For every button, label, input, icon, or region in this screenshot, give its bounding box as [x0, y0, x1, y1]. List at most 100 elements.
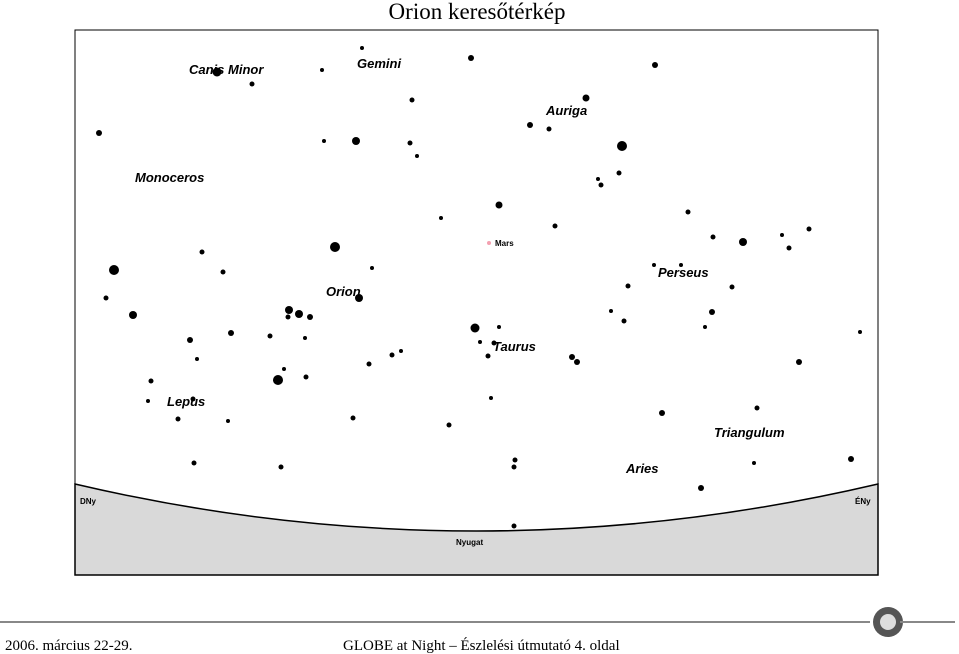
- logo-center: [880, 614, 896, 630]
- star: [415, 154, 419, 158]
- star: [739, 238, 747, 246]
- star: [858, 330, 862, 334]
- star: [848, 456, 854, 462]
- star: [621, 318, 627, 324]
- direction-label: ÉNy: [855, 497, 871, 506]
- star: [806, 226, 812, 232]
- star: [285, 314, 291, 320]
- constellation-label: Aries: [625, 461, 659, 476]
- constellation-label: Perseus: [658, 265, 709, 280]
- star: [468, 55, 474, 61]
- constellation-label: Gemini: [357, 56, 401, 71]
- constellation-label: Triangulum: [714, 425, 785, 440]
- star: [679, 263, 683, 267]
- star: [148, 378, 154, 384]
- star: [709, 309, 715, 315]
- star: [407, 140, 413, 146]
- star: [698, 485, 704, 491]
- star: [512, 457, 518, 463]
- star: [546, 126, 552, 132]
- star-map: Canis Minor Gemini Auriga Monoceros Pers…: [74, 29, 879, 576]
- star: [574, 359, 580, 365]
- star: [495, 201, 503, 209]
- star: [652, 263, 656, 267]
- star: [220, 269, 226, 275]
- star: [489, 396, 493, 400]
- footer-date: 2006. március 22-29.: [5, 638, 132, 654]
- star: [685, 209, 691, 215]
- star: [729, 284, 735, 290]
- star: [796, 359, 802, 365]
- star: [190, 396, 196, 402]
- star: [103, 295, 109, 301]
- constellation-label: Taurus: [493, 339, 536, 354]
- horizon: [74, 483, 879, 576]
- star: [710, 234, 716, 240]
- direction-label: Nyugat: [456, 538, 483, 547]
- star: [439, 216, 443, 220]
- star: [511, 523, 517, 529]
- star: [780, 233, 784, 237]
- star: [228, 330, 234, 336]
- star: [322, 139, 326, 143]
- star: [703, 325, 707, 329]
- star: [370, 266, 374, 270]
- star: [249, 81, 255, 87]
- constellation-label: Monoceros: [135, 170, 204, 185]
- star: [478, 340, 482, 344]
- star: [285, 306, 293, 314]
- constellation-label: Orion: [326, 284, 361, 299]
- star: [399, 349, 403, 353]
- direction-label: DNy: [80, 497, 97, 506]
- footer-text: GLOBE at Night – Észlelési útmutató 4. o…: [343, 637, 620, 654]
- star: [752, 461, 756, 465]
- star: [582, 94, 590, 102]
- constellation-label: Canis Minor: [189, 62, 264, 77]
- star: [212, 67, 222, 77]
- star: [129, 311, 137, 319]
- map-frame: [74, 29, 879, 576]
- star: [307, 314, 313, 320]
- star: [303, 336, 307, 340]
- star: [497, 325, 501, 329]
- star: [109, 265, 119, 275]
- constellation-label: Auriga: [545, 103, 587, 118]
- star: [366, 361, 372, 367]
- star: [352, 137, 360, 145]
- star: [175, 416, 181, 422]
- star: [609, 309, 613, 313]
- star: [446, 422, 452, 428]
- star: [652, 62, 658, 68]
- planet-dot: [487, 241, 491, 245]
- star: [273, 375, 283, 385]
- star: [278, 464, 284, 470]
- star: [330, 242, 340, 252]
- star: [350, 415, 356, 421]
- page-title: Orion keresőtérkép: [389, 0, 566, 24]
- star: [199, 249, 205, 255]
- logo: [873, 607, 955, 637]
- star: [625, 283, 631, 289]
- star: [552, 223, 558, 229]
- star: [527, 122, 533, 128]
- star: [617, 141, 627, 151]
- star: [598, 182, 604, 188]
- star: [96, 130, 102, 136]
- star: [191, 460, 197, 466]
- star: [786, 245, 792, 251]
- star: [569, 354, 575, 360]
- star: [355, 294, 363, 302]
- star: [320, 68, 324, 72]
- star: [470, 323, 480, 333]
- star: [511, 464, 517, 470]
- star: [282, 367, 286, 371]
- star: [616, 170, 622, 176]
- constellation-label: Lepus: [167, 394, 205, 409]
- star: [187, 337, 193, 343]
- star: [409, 97, 415, 103]
- star: [146, 399, 150, 403]
- star: [659, 410, 665, 416]
- star: [596, 177, 600, 181]
- star: [267, 333, 273, 339]
